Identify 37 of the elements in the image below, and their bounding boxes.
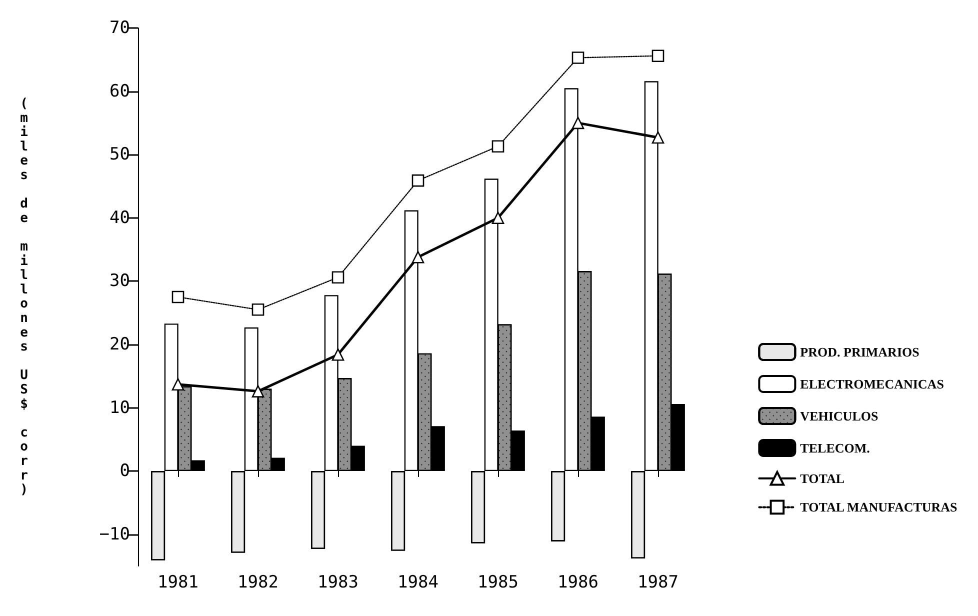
point — [572, 116, 584, 130]
y-tick-label: 40 — [110, 208, 130, 228]
point — [172, 378, 184, 390]
x-tick-label: 1984 — [398, 572, 438, 592]
x-tick-label: 1986 — [558, 572, 598, 592]
point — [492, 140, 504, 153]
x-tick-label: 1982 — [238, 572, 278, 592]
point — [412, 174, 424, 187]
x-tick-label: 1983 — [318, 572, 358, 592]
legend-label: TOTAL — [800, 470, 845, 486]
point — [412, 250, 424, 264]
y-tick-label: 70 — [110, 18, 130, 38]
y-tick-label: 10 — [110, 398, 130, 418]
y-tick-label: 20 — [110, 334, 130, 354]
y-tick-label: 60 — [110, 81, 130, 102]
point — [172, 290, 184, 304]
x-tick-label: 1981 — [158, 572, 198, 592]
text: (miles de millones US$ corr) — [20, 96, 28, 498]
point — [332, 348, 344, 361]
legend-label: TELECOM. — [800, 440, 870, 456]
point — [652, 131, 664, 144]
point — [652, 50, 664, 62]
legend-label: TOTAL MANUFACTURAS — [800, 500, 958, 515]
y-tick-label: 50 — [110, 144, 130, 165]
y-tick-label: 0 — [120, 461, 130, 482]
point — [332, 271, 344, 284]
point — [492, 212, 504, 224]
legend-label: ELECTROMECANICAS — [800, 376, 944, 392]
x-tick-label: 1985 — [478, 572, 518, 592]
point — [572, 52, 584, 64]
y-tick-label: −10 — [99, 524, 130, 544]
x-tick-label: 1987 — [638, 572, 678, 592]
point — [252, 385, 264, 398]
point — [252, 304, 264, 316]
y-tick-label: 30 — [110, 271, 130, 292]
legend-label: VEHICULOS — [800, 408, 878, 424]
legend-label: PROD. PRIMARIOS — [800, 344, 920, 360]
